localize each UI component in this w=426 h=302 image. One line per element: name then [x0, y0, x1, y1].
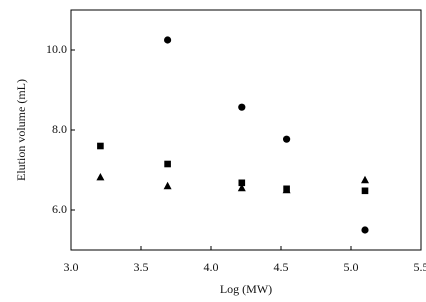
x-tick-label: 4.0 — [204, 260, 219, 274]
x-tick-label: 3.0 — [64, 260, 79, 274]
point — [164, 36, 172, 44]
point — [237, 183, 246, 192]
x-tick-label: 3.5 — [134, 260, 149, 274]
x-tick-label: 4.5 — [274, 260, 289, 274]
y-tick-label: 10.0 — [46, 42, 67, 56]
point — [238, 179, 246, 187]
point — [238, 103, 246, 111]
point — [361, 226, 369, 234]
x-axis-label: Log (MW) — [220, 282, 272, 296]
y-tick-label: 6.0 — [52, 202, 67, 216]
point — [164, 160, 171, 168]
y-axis-label: Elution volume (mL) — [14, 79, 28, 181]
point — [361, 175, 369, 184]
point — [163, 181, 172, 190]
x-tick-label: 5.0 — [344, 260, 359, 274]
point — [361, 187, 369, 195]
point — [97, 142, 104, 150]
x-tick-label: 5.5 — [414, 260, 426, 274]
plot-frame — [70, 9, 422, 251]
point — [96, 173, 105, 181]
y-tick-label: 8.0 — [52, 122, 67, 136]
point — [283, 135, 291, 143]
point — [282, 185, 291, 194]
